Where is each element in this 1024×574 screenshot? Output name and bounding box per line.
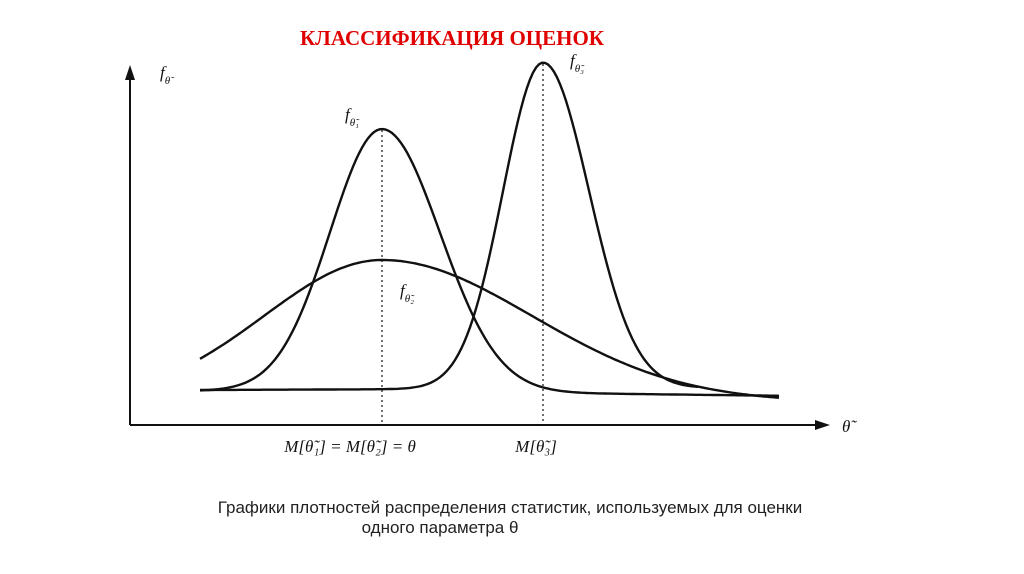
x-mark: M[θ̃₃]: [514, 437, 557, 456]
curve-label: fθ̃₂: [400, 281, 415, 305]
density-curve: [200, 61, 699, 392]
caption-line: одного параметра θ: [362, 518, 519, 537]
slide-title: КЛАССИФИКАЦИЯ ОЦЕНОК: [300, 26, 605, 50]
curve-label-sub: θ̃₃: [575, 63, 585, 75]
x-mark: M[θ̃₁] = M[θ̃₂] = θ: [283, 437, 416, 456]
x-label: θ̃: [842, 417, 857, 436]
curve-label-sub: θ̃₂: [405, 293, 415, 305]
density-curve: [199, 258, 780, 399]
caption-line: Графики плотностей распределения статист…: [218, 498, 802, 517]
curve-label-sub: θ̃₁: [350, 117, 360, 129]
curve-label-f: f: [570, 51, 577, 70]
density-curve: [199, 127, 780, 397]
y-label-sub: θ̃: [165, 75, 175, 87]
curve-label-f: f: [400, 281, 407, 300]
curve-label: fθ̃₁: [345, 105, 360, 129]
y-label: fθ̃: [160, 63, 175, 87]
y-label-f: f: [160, 63, 167, 82]
curve-label: fθ̃₃: [570, 51, 585, 75]
curve-label-f: f: [345, 105, 352, 124]
y-arrow: [125, 65, 135, 80]
x-arrow: [815, 420, 830, 430]
